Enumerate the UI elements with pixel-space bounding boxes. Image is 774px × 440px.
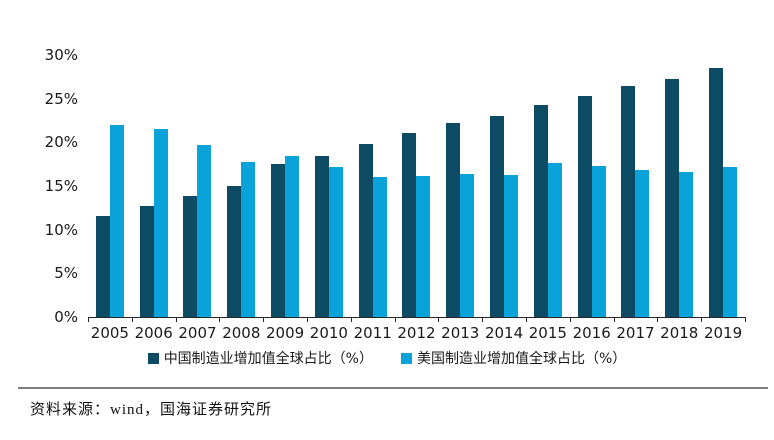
x-axis-tick bbox=[219, 318, 220, 322]
x-axis-tick bbox=[438, 318, 439, 322]
y-tick-label: 30% bbox=[44, 46, 78, 64]
bar-us-2012 bbox=[416, 176, 431, 317]
y-tick-label: 15% bbox=[44, 177, 78, 195]
y-axis: 30% 25% 20% 15% 10% 5% 0% bbox=[30, 46, 78, 326]
bar-us-2019 bbox=[723, 167, 738, 317]
x-axis-tick bbox=[701, 318, 702, 322]
bar-group-2017 bbox=[614, 55, 658, 317]
bar-group-2006 bbox=[132, 55, 176, 317]
bar-china-2011 bbox=[358, 144, 373, 317]
bar-group-2014 bbox=[482, 55, 526, 317]
legend-label: 美国制造业增加值全球占比（%） bbox=[417, 351, 627, 367]
bar-group-2018 bbox=[657, 55, 701, 317]
bar-china-2014 bbox=[490, 116, 505, 317]
bar-group-2015 bbox=[526, 55, 570, 317]
x-axis-tick bbox=[657, 318, 658, 322]
x-tick-label: 2017 bbox=[616, 324, 655, 342]
x-tick-label: 2013 bbox=[441, 324, 480, 342]
footer-divider bbox=[18, 387, 768, 389]
bar-us-2010 bbox=[328, 167, 343, 317]
y-tick-label: 0% bbox=[54, 308, 78, 326]
bar-group-2011 bbox=[351, 55, 395, 317]
bar-group-2010 bbox=[307, 55, 351, 317]
x-tick-label: 2008 bbox=[222, 324, 261, 342]
bar-china-2016 bbox=[577, 96, 592, 317]
legend-swatch-icon bbox=[401, 352, 412, 364]
bar-us-2018 bbox=[679, 172, 694, 317]
y-tick-label: 25% bbox=[44, 89, 78, 108]
bar-us-2014 bbox=[504, 175, 519, 317]
chart-legend: 中国制造业增加值全球占比（%） 美国制造业增加值全球占比（%） bbox=[0, 348, 774, 368]
x-axis-tick bbox=[745, 318, 746, 322]
legend-swatch-icon bbox=[147, 352, 159, 364]
bar-us-2005 bbox=[109, 125, 124, 317]
bar-china-2012 bbox=[402, 133, 417, 317]
x-axis-tick bbox=[482, 318, 483, 322]
bar-us-2011 bbox=[372, 177, 387, 317]
x-tick-label: 2007 bbox=[178, 324, 217, 342]
bar-china-2019 bbox=[709, 68, 724, 317]
bar-us-2008 bbox=[241, 162, 256, 317]
bar-group-2012 bbox=[395, 55, 439, 317]
bar-group-2005 bbox=[88, 55, 132, 317]
bar-china-2005 bbox=[95, 216, 110, 317]
bar-group-2007 bbox=[176, 55, 220, 317]
y-tick-label: 5% bbox=[54, 264, 78, 283]
x-tick-label: 2018 bbox=[660, 324, 699, 342]
bar-group-2019 bbox=[701, 55, 745, 317]
bar-china-2013 bbox=[446, 123, 461, 317]
x-tick-label: 2015 bbox=[528, 324, 567, 342]
x-tick-label: 2011 bbox=[353, 324, 392, 342]
x-axis-tick bbox=[526, 318, 527, 322]
bar-group-2009 bbox=[263, 55, 307, 317]
x-tick-label: 2019 bbox=[703, 324, 743, 342]
x-axis-tick bbox=[88, 318, 89, 322]
bar-china-2018 bbox=[665, 79, 680, 317]
x-axis-tick bbox=[263, 318, 264, 322]
bar-china-2015 bbox=[533, 105, 548, 317]
x-axis-labels: 2005 2006 2007 2008 2009 2010 2011 2012 2013 2014… bbox=[88, 324, 745, 342]
x-tick-label: 2009 bbox=[265, 324, 305, 342]
bar-group-2008 bbox=[219, 55, 263, 317]
bar-us-2015 bbox=[547, 163, 562, 317]
x-axis-tick bbox=[395, 318, 396, 322]
bar-china-2010 bbox=[314, 156, 329, 317]
x-axis-tick bbox=[176, 318, 177, 322]
source-note: 资料来源：wind，国海证券研究所 bbox=[30, 402, 273, 418]
legend-item-china: 中国制造业增加值全球占比（%） bbox=[147, 348, 373, 368]
bar-china-2007 bbox=[183, 196, 198, 317]
bar-us-2007 bbox=[197, 145, 212, 317]
bar-us-2006 bbox=[153, 129, 168, 317]
bar-china-2008 bbox=[227, 186, 242, 317]
x-axis-tick bbox=[351, 318, 352, 322]
x-axis-tick bbox=[132, 318, 133, 322]
x-tick-label: 2005 bbox=[90, 324, 129, 342]
bar-china-2009 bbox=[271, 164, 286, 317]
x-axis-tick bbox=[570, 318, 571, 322]
x-axis-line bbox=[88, 317, 746, 322]
legend-item-us: 美国制造业增加值全球占比（%） bbox=[401, 348, 626, 368]
x-tick-label: 2016 bbox=[572, 324, 611, 342]
bar-us-2009 bbox=[285, 156, 300, 317]
y-tick-label: 20% bbox=[44, 133, 78, 152]
bar-china-2017 bbox=[621, 86, 636, 317]
plot-area bbox=[88, 55, 745, 317]
y-tick-label: 10% bbox=[44, 220, 78, 239]
bar-us-2016 bbox=[591, 166, 606, 317]
x-axis-tick bbox=[307, 318, 308, 322]
x-tick-label: 2010 bbox=[309, 324, 348, 342]
x-tick-label: 2006 bbox=[134, 324, 173, 342]
bar-china-2006 bbox=[139, 206, 154, 317]
x-tick-label: 2012 bbox=[397, 324, 436, 342]
bar-us-2013 bbox=[460, 174, 475, 317]
bar-group-2013 bbox=[438, 55, 482, 317]
x-tick-label: 2014 bbox=[484, 324, 524, 342]
x-axis-tick bbox=[614, 318, 615, 322]
bar-us-2017 bbox=[635, 170, 650, 317]
legend-label: 中国制造业增加值全球占比（%） bbox=[163, 351, 373, 367]
bar-group-2016 bbox=[570, 55, 614, 317]
